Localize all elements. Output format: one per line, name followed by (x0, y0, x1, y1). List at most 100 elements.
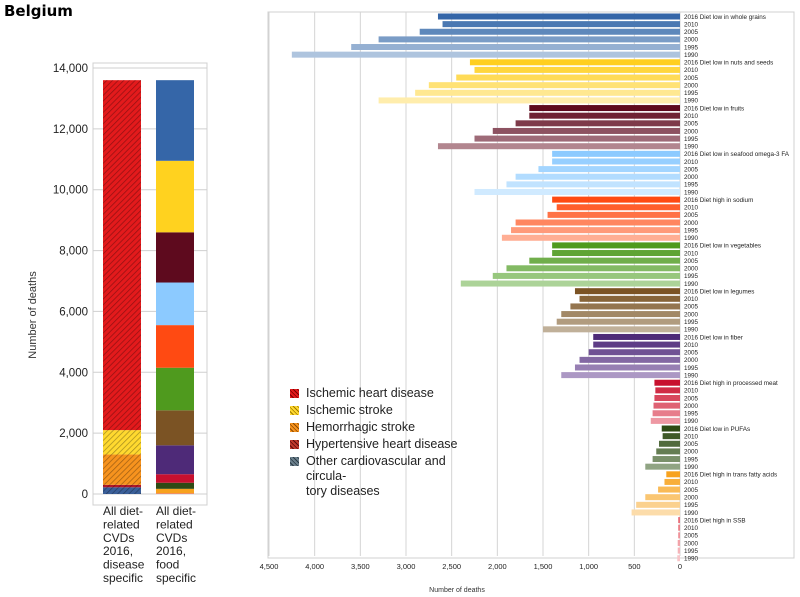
right-bar-label: 2010 (684, 21, 699, 28)
left-bar-segment-hatch (103, 430, 141, 455)
right-bar-label: 2010 (684, 296, 699, 303)
left-x-category-label: disease (103, 558, 145, 572)
right-bar-label: 2005 (684, 487, 699, 494)
right-bar-label: 1995 (684, 136, 699, 143)
right-bar (570, 303, 680, 310)
left-x-category-label: 2016, (103, 544, 133, 558)
right-bar-label: 2000 (684, 494, 699, 501)
left-bar-segment (156, 80, 194, 161)
right-bar (561, 372, 680, 379)
left-y-tick-label: 10,000 (53, 185, 88, 197)
right-bar-label: 1995 (684, 273, 699, 280)
right-bar (511, 227, 680, 234)
left-x-category-label: specific (156, 571, 196, 585)
left-bar-segment-hatch (103, 80, 141, 431)
legend-swatch (290, 389, 299, 398)
right-bar-label: 2005 (684, 75, 699, 82)
right-bar-label: 2016 Diet high in processed meat (684, 380, 778, 387)
right-bar (501, 234, 680, 241)
right-x-tick-label: 4,500 (260, 562, 279, 571)
right-bar (474, 66, 680, 73)
left-y-axis-label: Number of deaths (27, 271, 39, 359)
right-bar (506, 265, 680, 272)
right-bar (678, 517, 680, 524)
right-bar-label: 2000 (684, 266, 699, 273)
right-bar (529, 112, 680, 119)
right-bar-label: 2005 (684, 212, 699, 219)
left-bar-segment (156, 482, 194, 489)
right-bar-label: 2005 (684, 441, 699, 448)
right-bar-label: 2010 (684, 205, 699, 212)
right-bar (529, 257, 680, 264)
right-bar-label: 1990 (684, 281, 699, 288)
left-x-category-label: CVDs (156, 531, 187, 545)
legend-swatch (290, 440, 299, 449)
right-bar (492, 127, 680, 134)
right-bar-label: 1995 (684, 227, 699, 234)
right-bar (460, 280, 680, 287)
right-bar-label: 2016 Diet low in seafood omega-3 FA (684, 151, 790, 158)
left-x-category-label: related (156, 517, 193, 531)
right-bar (653, 402, 680, 409)
right-bar-label: 1995 (684, 411, 699, 418)
left-x-category-label: CVDs (103, 531, 134, 545)
right-bar-label: 2000 (684, 540, 699, 547)
right-bar-label: 2000 (684, 403, 699, 410)
right-bar-label: 2005 (684, 121, 699, 128)
right-bar-label: 2000 (684, 357, 699, 364)
right-bar (552, 242, 680, 249)
left-y-tick-label: 12,000 (53, 124, 88, 136)
left-bar-segment (156, 325, 194, 368)
legend-swatch (290, 423, 299, 432)
right-bar (666, 471, 680, 478)
legend-label: Hemorrhagic stroke (306, 420, 416, 434)
right-bar (658, 486, 680, 493)
right-bar (552, 150, 680, 157)
right-bar-label: 2000 (684, 37, 699, 44)
right-bar (547, 211, 680, 218)
right-x-tick-label: 500 (628, 562, 641, 571)
right-bar-label: 2000 (684, 82, 699, 89)
right-bar (415, 89, 680, 96)
right-bar (652, 456, 680, 463)
left-bar-segment (156, 160, 194, 233)
left-x-category-label: All diet- (156, 504, 196, 518)
left-y-tick-label: 0 (82, 489, 88, 501)
right-bar-label: 1990 (684, 144, 699, 151)
right-bar (574, 288, 680, 295)
right-bar-label: 2005 (684, 350, 699, 357)
right-bar (529, 105, 680, 112)
right-bar (652, 410, 680, 417)
left-y-tick-label: 8,000 (59, 246, 88, 258)
right-bar (437, 13, 680, 20)
right-bar-label: 1995 (684, 365, 699, 372)
right-bar-label: 2010 (684, 342, 699, 349)
legend-swatch (290, 406, 299, 415)
right-bar-label: 2010 (684, 67, 699, 74)
right-bar (677, 547, 680, 554)
right-bar-label: 1990 (684, 510, 699, 517)
right-bar-label: 2016 Diet low in vegetables (684, 243, 761, 250)
right-x-tick-label: 3,000 (397, 562, 416, 571)
right-bar-label: 2010 (684, 433, 699, 440)
right-bar-label: 2005 (684, 395, 699, 402)
right-x-tick-label: 2,500 (442, 562, 461, 571)
right-bar (351, 44, 680, 51)
right-bar-label: 1990 (684, 464, 699, 471)
right-bar-label: 2005 (684, 166, 699, 173)
right-bar-label: 2005 (684, 533, 699, 540)
right-bar (474, 135, 680, 142)
right-bar-label: 2000 (684, 128, 699, 135)
right-bar (543, 326, 680, 333)
legend-label: Hypertensive heart disease (306, 437, 458, 451)
legend-label: tory diseases (306, 484, 380, 498)
right-bar-label: 1990 (684, 52, 699, 59)
right-bar-label: 2016 Diet low in fiber (684, 334, 743, 341)
left-bar-segment (156, 410, 194, 446)
right-bar (579, 295, 680, 302)
right-bar (552, 250, 680, 257)
right-bar-label: 2016 Diet high in SSB (684, 517, 746, 524)
right-bar-label: 2010 (684, 525, 699, 532)
left-chart-frame (92, 62, 208, 506)
